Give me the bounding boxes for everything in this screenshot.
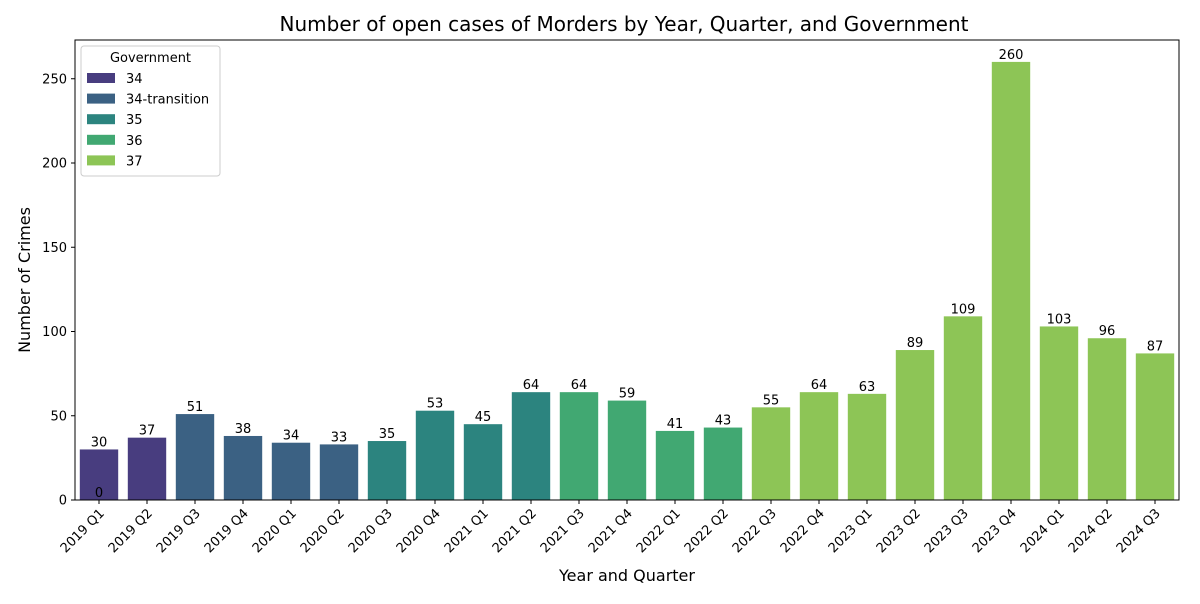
- bar: [703, 427, 743, 500]
- bar: [1135, 353, 1175, 500]
- data-label: 34: [283, 429, 300, 444]
- bar: [895, 350, 935, 500]
- bar: [319, 444, 359, 500]
- bar: [943, 316, 983, 500]
- bar: [1039, 326, 1079, 500]
- data-label: 109: [951, 302, 976, 317]
- legend: Government 34 34-transition 35 36 37: [80, 45, 221, 177]
- data-label: 30: [91, 435, 108, 450]
- chart-title: Number of open cases of Morders by Year,…: [280, 12, 969, 36]
- bar: [799, 392, 839, 500]
- y-tick-label: 150: [42, 241, 67, 256]
- data-label: 63: [859, 380, 876, 395]
- data-label: 41: [667, 417, 684, 432]
- legend-label: 34-transition: [126, 93, 209, 108]
- bar: [991, 61, 1031, 501]
- legend-box: [80, 45, 221, 177]
- data-label: 35: [379, 427, 396, 442]
- data-label: 64: [571, 378, 588, 393]
- data-labels-layer: 30 37 51 38 34 33 35 53 45 64 64 59 41 43 55 64 63 89 109 2…: [91, 48, 1164, 501]
- bar: [415, 410, 455, 500]
- bar: [271, 442, 311, 500]
- legend-swatch: [87, 134, 115, 145]
- legend-label: 37: [126, 154, 143, 169]
- data-label: 37: [139, 424, 156, 439]
- bars-layer: [79, 61, 1175, 501]
- data-label: 64: [523, 378, 540, 393]
- data-label: 0: [95, 486, 103, 501]
- legend-swatch: [87, 73, 115, 83]
- bar: [511, 392, 551, 500]
- y-tick-label: 200: [42, 157, 67, 172]
- legend-swatch: [87, 93, 115, 104]
- bar: [1087, 338, 1127, 500]
- data-label: 260: [999, 48, 1024, 63]
- data-label: 38: [235, 422, 252, 437]
- bar: [175, 414, 215, 500]
- y-tick-label: 250: [42, 72, 67, 87]
- bar: [127, 437, 167, 500]
- y-axis-label: Number of Crimes: [15, 207, 34, 353]
- bar: [79, 449, 119, 500]
- bar: [463, 424, 503, 500]
- data-label: 51: [187, 400, 204, 415]
- legend-title: Government: [110, 51, 191, 66]
- data-label: 45: [475, 410, 492, 425]
- bar: [559, 392, 599, 500]
- data-label: 87: [1147, 339, 1164, 354]
- data-label: 53: [427, 397, 444, 412]
- data-label: 89: [907, 336, 924, 351]
- y-tick-label: 50: [50, 409, 67, 424]
- legend-label: 34: [126, 72, 143, 87]
- legend-label: 35: [126, 113, 143, 128]
- bar: [655, 430, 695, 500]
- data-label: 33: [331, 430, 348, 445]
- legend-label: 36: [126, 134, 143, 149]
- data-label: 43: [715, 414, 732, 429]
- y-tick-label: 100: [42, 325, 67, 340]
- legend-swatch: [87, 114, 115, 125]
- y-tick-label: 0: [59, 494, 67, 509]
- data-label: 64: [811, 378, 828, 393]
- data-label: 59: [619, 387, 636, 402]
- bar: [751, 407, 791, 500]
- data-label: 103: [1047, 312, 1072, 327]
- bar: [847, 393, 887, 500]
- data-label: 55: [763, 393, 780, 408]
- bar: [607, 400, 647, 500]
- x-axis-label: Year and Quarter: [558, 566, 695, 585]
- bar: [223, 435, 263, 500]
- bar: [367, 441, 407, 500]
- legend-swatch: [87, 155, 115, 166]
- data-label: 96: [1099, 324, 1116, 339]
